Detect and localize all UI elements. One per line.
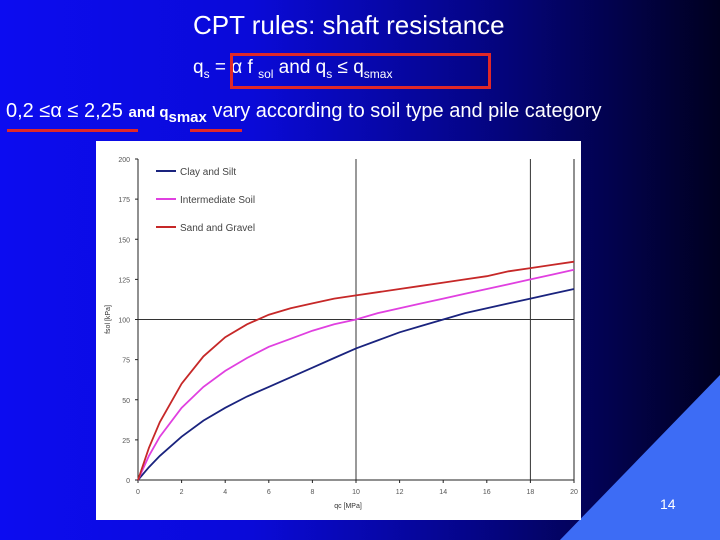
formula-q: q (193, 57, 204, 78)
subtitle-line: 0,2 ≤α ≤ 2,25 and qsmax vary according t… (6, 100, 602, 126)
formula-highlight-box (230, 53, 491, 89)
y-tick-label: 75 (122, 358, 130, 365)
x-tick-label: 14 (439, 489, 447, 496)
x-tick-label: 18 (527, 489, 535, 496)
formula-sub-sol: sol (258, 66, 274, 81)
y-tick-label: 50 (122, 398, 130, 405)
x-tick-label: 4 (223, 489, 227, 496)
page-number: 14 (660, 496, 676, 512)
formula-sub-s2: s (326, 66, 333, 81)
x-tick-label: 20 (570, 489, 578, 496)
formula-sub-s1: s (203, 66, 210, 81)
y-axis-label: fsol [kPa] (105, 305, 112, 334)
chart-panel: 0 2 4 6 8 10 12 14 16 18 20 0 25 50 75 100 125 150 175 200 … (96, 141, 581, 520)
formula-and: and q (273, 57, 327, 78)
y-tick-label: 100 (118, 318, 130, 325)
slide-title: CPT rules: shaft resistance (193, 10, 505, 40)
x-tick-label: 16 (483, 489, 491, 496)
formula-le: ≤ q (332, 57, 364, 78)
series-line-3 (137, 260, 575, 481)
legend-label-1: Clay and Silt (180, 167, 236, 178)
subtitle-sub-smax: smax (168, 109, 207, 126)
alpha-range: 0,2 ≤α ≤ 2,25 (6, 100, 123, 122)
x-tick-label: 0 (136, 489, 140, 496)
y-tick-label: 125 (118, 277, 130, 284)
y-tick-label: 175 (118, 197, 130, 204)
subtitle-rest: vary according to soil type and pile cat… (206, 100, 602, 122)
x-axis-label: qc [MPa] (334, 503, 362, 510)
x-tick-label: 8 (310, 489, 314, 496)
qsmax-underline (190, 129, 242, 132)
y-tick-label: 25 (122, 438, 130, 445)
y-tick-label: 150 (118, 237, 130, 244)
formula-f: f (242, 57, 259, 78)
formula-eq: = (209, 57, 232, 78)
formula-alpha: α (231, 57, 243, 78)
shaft-resistance-chart: 0 2 4 6 8 10 12 14 16 18 200255075100125150175200 … (105, 157, 578, 510)
series-line-2 (137, 268, 575, 481)
subtitle-and: and q (128, 104, 169, 121)
x-tick-label: 2 (180, 489, 184, 496)
axis-labels: qc [MPa] fsol [kPa] (105, 305, 362, 510)
series-lines (137, 260, 575, 481)
series-line-1 (137, 288, 575, 481)
alpha-range-underline (7, 129, 138, 132)
formula-line: qs = α f sol and qs ≤ qsmax (193, 57, 392, 81)
x-tick-label: 12 (396, 489, 404, 496)
x-tick-label: 10 (352, 489, 360, 496)
y-tick-label: 200 (118, 157, 130, 164)
formula-sub-smax: smax (363, 66, 393, 81)
legend-label-3: Sand and Gravel (180, 223, 255, 234)
y-tick-label: 0 (126, 478, 130, 485)
legend-label-2: Intermediate Soil (180, 195, 255, 206)
x-tick-label: 6 (267, 489, 271, 496)
legend: Clay and Silt Intermediate Soil Sand and G… (156, 167, 255, 234)
